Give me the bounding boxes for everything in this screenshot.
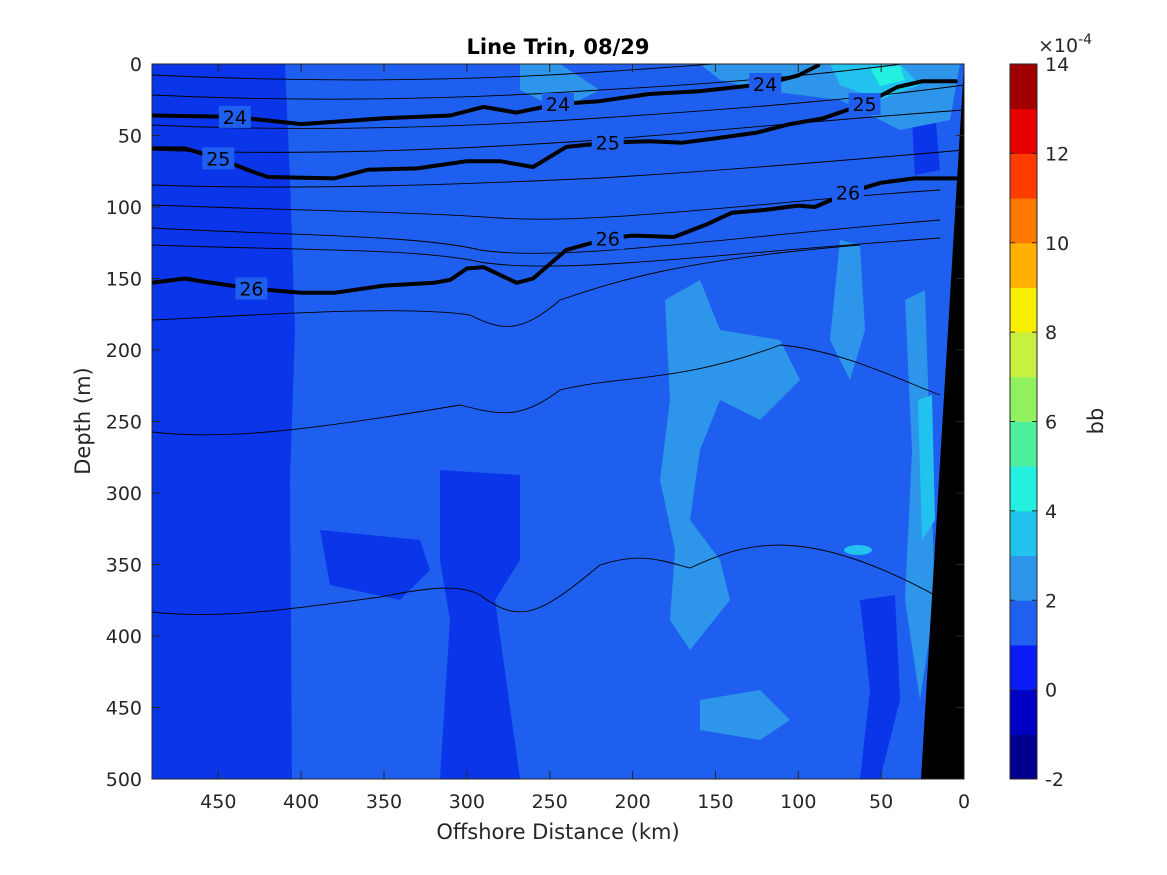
chart-title: Line Trin, 08/29 [466, 35, 649, 59]
density-contour-26 [152, 176, 958, 295]
contour-label-bg [749, 73, 782, 96]
colorbar-tick-label: 0 [1045, 680, 1057, 702]
colorbar-tick-label: -2 [1045, 769, 1064, 791]
x-tick-label: 50 [869, 791, 893, 813]
plot-area: 24 24 24 25 25 25 26 26 26 [152, 64, 964, 779]
y-axis-label: Depth (m) [71, 367, 95, 474]
bathymetry-mask [921, 64, 964, 779]
colorbar-segment [1010, 734, 1037, 780]
contour-label-bg [235, 277, 268, 300]
y-tick-label: 450 [106, 698, 142, 720]
y-tick-label: 350 [106, 555, 142, 577]
colorbar-segment [1010, 689, 1037, 735]
y-tick-label: 50 [118, 126, 142, 148]
field-west-band [152, 64, 295, 779]
field-dark-patch [320, 530, 430, 600]
contour-label: 24 [753, 74, 777, 96]
colorbar-tick-label: 10 [1045, 233, 1069, 255]
colorbar-exponent: ×10-4 [1038, 32, 1092, 57]
x-tick-label: 200 [614, 791, 650, 813]
contour-label: 25 [596, 133, 620, 155]
colorbar-segment [1010, 198, 1037, 244]
contour-label-bg [542, 93, 574, 116]
y-tick-label: 250 [106, 412, 142, 434]
colorbar-tick-label: 6 [1045, 412, 1057, 434]
field-light-patch [660, 280, 800, 650]
field-light-patch [905, 290, 935, 700]
colorbar-segment [1010, 466, 1037, 512]
contour-label-bg [202, 147, 235, 170]
y-tick-label: 300 [106, 483, 142, 505]
y-tick-label: 200 [106, 340, 142, 362]
x-tick-label: 100 [780, 791, 816, 813]
colorbar-segment [1010, 153, 1037, 199]
contour-label: 25 [852, 94, 876, 116]
field-dark-patch [440, 470, 520, 779]
colorbar-segment [1010, 421, 1037, 467]
colorbar-exponent-base: ×10 [1038, 35, 1078, 57]
colorbar-segment [1010, 64, 1037, 110]
colorbar-segment [1010, 600, 1037, 646]
x-tick-label: 150 [697, 791, 733, 813]
contour-label-bg [832, 181, 864, 204]
y-tick-label: 400 [106, 626, 142, 648]
y-tick-label: 0 [130, 54, 142, 76]
y-tick-label: 100 [106, 197, 142, 219]
x-tick-label: 0 [958, 791, 970, 813]
x-tick-label: 250 [532, 791, 568, 813]
x-tick-label: 350 [366, 791, 402, 813]
colorbar-exponent-power: -4 [1078, 32, 1092, 48]
colorbar-segment [1010, 644, 1037, 691]
field-dark-patch [912, 110, 940, 175]
contour-label: 25 [206, 148, 230, 170]
field-dark-patch [860, 595, 900, 779]
x-tick-label: 300 [449, 791, 485, 813]
field-cyan-patch [844, 545, 872, 555]
contour-label-bg [591, 131, 624, 154]
density-contour-labels: 24 24 24 25 25 25 26 26 26 [202, 73, 881, 301]
colorbar-tick-label: 8 [1045, 322, 1057, 344]
field-light-patch [830, 240, 865, 380]
colorbar-segment [1010, 332, 1037, 378]
field-cyan-patch [870, 66, 905, 86]
contour-label-bg [848, 93, 881, 116]
field-cyan-patch [918, 395, 935, 540]
y-axis: 0 50 100 150 200 250 300 350 400 450 500 [106, 54, 964, 791]
contour-label: 26 [596, 228, 620, 250]
y-tick-label: 150 [106, 269, 142, 291]
colorbar-segment [1010, 108, 1037, 154]
x-tick-label: 450 [200, 791, 236, 813]
contour-label-bg [591, 227, 624, 250]
colorbar: -2 0 2 4 6 8 10 12 14 [1009, 54, 1069, 791]
colorbar-segment [1010, 376, 1037, 422]
x-tick-label: 400 [283, 791, 319, 813]
colorbar-label: bb [1084, 408, 1108, 435]
contour-label: 24 [223, 107, 247, 129]
colorbar-tick-label: 4 [1045, 501, 1057, 523]
colorbar-segment [1010, 555, 1037, 601]
density-contour-25 [152, 79, 958, 181]
x-axis: 450 400 350 300 250 200 150 100 50 0 [200, 64, 970, 813]
colorbar-tick-label: 14 [1045, 54, 1069, 76]
contour-label: 24 [546, 94, 570, 116]
colorbar-tick-label: 12 [1045, 143, 1069, 165]
colorbar-segment [1010, 287, 1037, 333]
colorbar-segment [1010, 510, 1037, 557]
x-axis-label: Offshore Distance (km) [436, 820, 679, 844]
field-light-patch [700, 690, 790, 740]
colorbar-segment [1010, 242, 1037, 288]
contour-label: 26 [239, 279, 263, 301]
y-tick-label: 500 [106, 769, 142, 791]
colorbar-tick-label: 2 [1045, 590, 1057, 612]
contour-label: 26 [836, 183, 860, 205]
contour-label-bg [218, 105, 251, 128]
